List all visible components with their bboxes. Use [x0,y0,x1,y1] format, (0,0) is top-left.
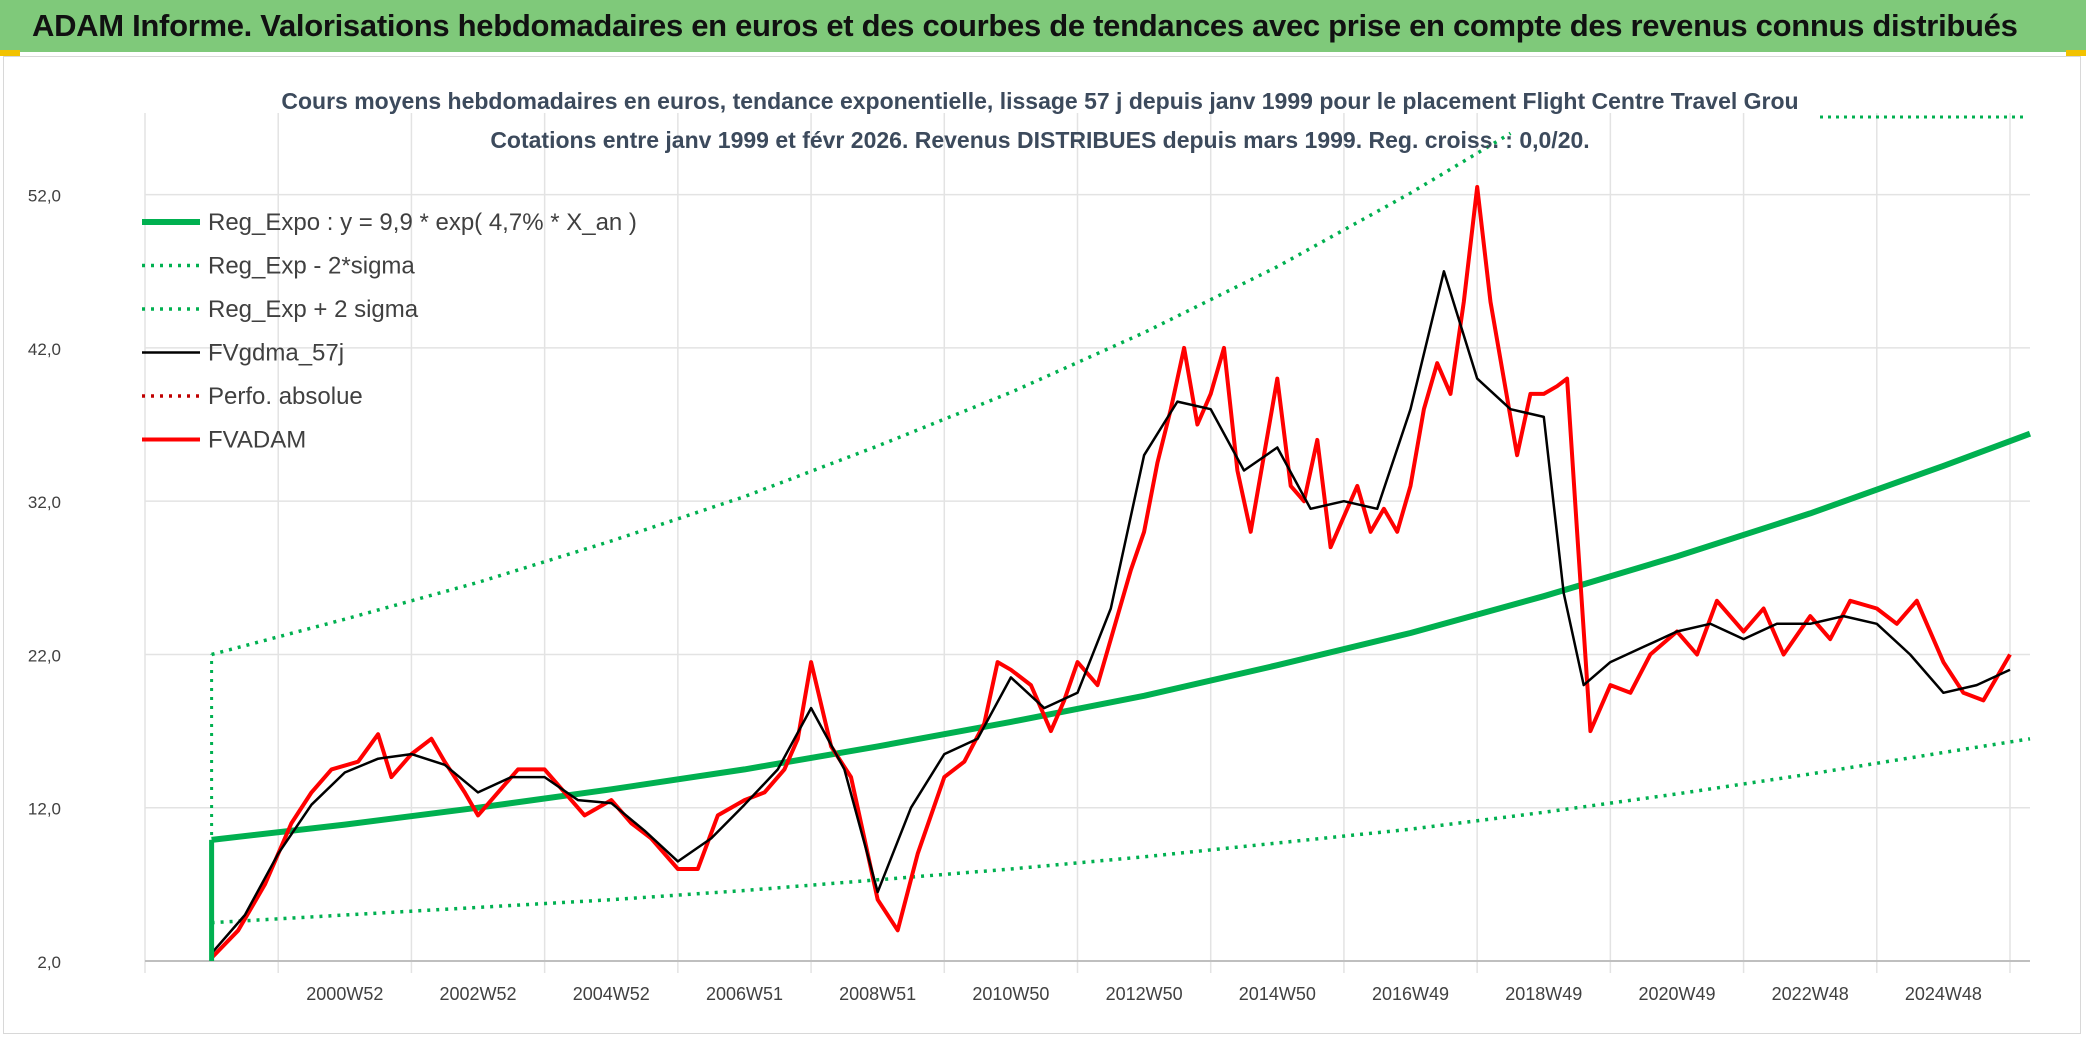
chart-subtitle: Cotations entre janv 1999 et févr 2026. … [490,127,1589,153]
x-tick-labels: 2000W52 2002W52 2004W52 2006W51 2008W51 2010W… [306,984,1982,1004]
y-tick-labels: 2,0 12,0 22,0 32,0 42,0 52,0 [28,187,61,972]
x-tick-label: 2018W49 [1505,984,1582,1004]
x-tick-label: 2010W50 [972,984,1049,1004]
series-lines [209,131,2032,961]
y-tick-label: 32,0 [28,493,61,512]
legend-label: Reg_Exp + 2 sigma [208,296,419,323]
x-tick-label: 2012W50 [1106,984,1183,1004]
series-line-5 [210,185,2012,960]
x-tick-label: 2016W49 [1372,984,1449,1004]
series-line-1 [211,737,2031,925]
x-tick-label: 2004W52 [573,984,650,1004]
y-tick-label: 12,0 [28,800,61,819]
legend-label: Reg_Expo : y = 9,9 * exp( 4,7% * X_an ) [208,209,637,236]
legend-label: FVgdma_57j [208,340,344,367]
gridlines [144,113,2030,973]
chart-title: Cours moyens hebdomadaires en euros, ten… [281,88,1798,114]
y-tick-label: 52,0 [28,187,61,206]
legend-label: FVADAM [208,427,306,454]
x-tick-label: 2022W48 [1772,984,1849,1004]
corner-marker-left [0,50,20,56]
series-line-3 [210,270,2011,955]
chart-frame [3,56,2081,1034]
y-tick-label: 2,0 [37,953,61,972]
report-banner: ADAM Informe. Valorisations hebdomadaire… [0,0,2086,55]
report-title: ADAM Informe. Valorisations hebdomadaire… [32,8,2018,43]
x-tick-label: 2008W51 [839,984,916,1004]
x-tick-label: 2014W50 [1239,984,1316,1004]
x-tick-label: 2000W52 [306,984,383,1004]
y-tick-label: 42,0 [28,340,61,359]
y-tick-label: 22,0 [28,646,61,665]
x-tick-label: 2024W48 [1905,984,1982,1004]
legend-label: Perfo. absolue [208,383,363,410]
series-line-0 [211,430,2032,843]
x-tick-label: 2002W52 [440,984,517,1004]
x-tick-label: 2020W49 [1638,984,1715,1004]
legend: Reg_Expo : y = 9,9 * exp( 4,7% * X_an ) R… [142,209,637,454]
legend-label: Reg_Exp - 2*sigma [208,253,415,280]
corner-marker-right [2066,50,2086,56]
x-tick-label: 2006W51 [706,984,783,1004]
